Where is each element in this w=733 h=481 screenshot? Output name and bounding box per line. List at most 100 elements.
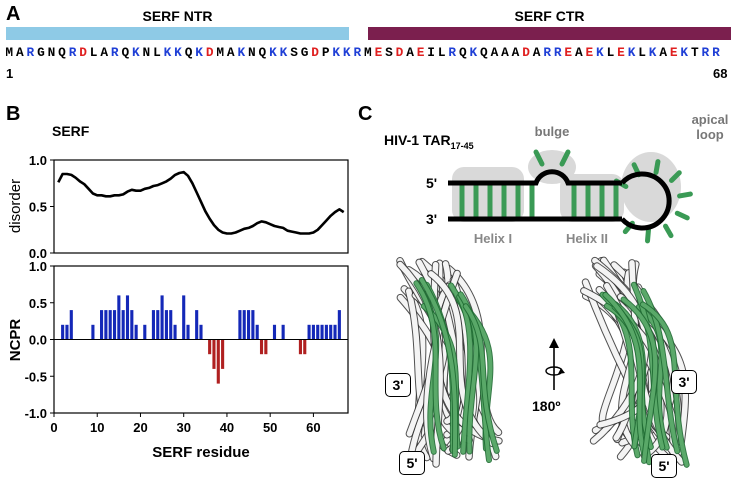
ncpr-bar [134,324,138,340]
panel-b-letter: B [6,103,21,125]
panel-c-letter: C [358,103,373,125]
sequence-residue: Q [121,45,130,60]
ncpr-bar [108,310,112,340]
sequence-residue: G [300,45,309,60]
sequence-residue: Q [258,45,267,60]
ntr-label: SERF NTR [142,8,213,24]
sequence-residue: E [564,45,573,60]
disorder-chart: 0.0 0.5 1.0 disorder [7,153,349,261]
sequence-residue: D [311,45,319,60]
tar-secondary-structure: HIV-1 TAR17-45 5' 3' bulge apical loop H… [384,112,729,246]
ncpr-ytick-label: -0.5 [25,369,47,384]
sequence-residue: E [374,45,383,60]
ncpr-xlabel: SERF residue [152,444,250,461]
sequence-residue: D [395,45,404,60]
ncpr-bar [143,324,147,340]
sequence-residue: P [321,45,330,60]
sequence-residue: K [627,45,636,60]
tar-top-strand [448,169,622,186]
three-prime-label: 3' [426,211,437,227]
ncpr-bar [186,324,190,340]
ncpr-bar [121,310,125,340]
ncpr-ytick-label: 1.0 [29,259,47,274]
sequence-residue: L [437,45,446,60]
ncpr-xtick-label: 0 [50,420,57,435]
sequence-residue: Q [458,45,467,60]
ncpr-xtick-label: 40 [220,420,234,435]
apical-loop-label-line1: apical [692,112,729,127]
disorder-ylabel: disorder [7,179,24,233]
sequence-residue: E [416,45,425,60]
ncpr-xtick-label: 60 [306,420,320,435]
sequence-start-number: 1 [6,66,14,81]
sequence-residue: K [195,45,203,60]
sequence-residue: M [5,45,14,60]
sequence-residue: E [669,45,678,60]
ncpr-bar [264,339,268,355]
sequence-residue: N [47,45,56,60]
sequence-residue: Q [480,45,488,60]
tar-apical-loop [620,171,672,231]
ncpr-bar [199,324,203,340]
sequence-residue: A [406,45,414,60]
ncpr-bar [242,310,246,340]
ncpr-bar [125,295,130,340]
sequence-residue: A [490,45,499,60]
disorder-plot-frame [53,159,349,254]
sequence-residue: R [543,45,551,60]
apical-loop-nucleotide [653,159,661,175]
tar-ensemble-left [396,256,503,468]
structure-left-3prime-label: 3' [385,373,411,397]
ncpr-bar [117,295,121,340]
sequence-residue: G [37,45,45,60]
sequence-residue: K [469,45,478,60]
ensemble-helix [414,281,446,451]
ncpr-bar [316,324,320,340]
ncpr-bar [307,324,311,340]
disorder-ytick-label: 0.0 [29,246,47,261]
five-prime-label: 5' [426,175,437,191]
ncpr-bar [151,310,155,340]
sequence-residue: R [701,45,710,60]
ctr-bar [368,27,731,40]
apical-loop-nucleotide [674,210,690,221]
ncpr-bar [329,324,333,340]
sequence-residue: D [522,45,530,60]
ensemble-helix [419,278,458,457]
ctr-label: SERF CTR [514,8,585,24]
ncpr-bar [104,310,108,340]
ncpr-bar [169,310,173,340]
ncpr-bar [216,339,220,384]
ensemble-ribbon [428,271,496,447]
sequence-residue: D [79,45,87,60]
ncpr-bar [324,324,328,340]
sequence-residue: K [596,45,604,60]
ncpr-bar [160,295,164,340]
panel-a-letter: A [6,3,21,25]
sequence-end-number: 68 [713,66,728,81]
ncpr-bar [337,310,341,340]
sequence-residue: R [26,45,35,60]
ncpr-bar [182,295,186,340]
sequence-residue: S [290,45,298,60]
ncpr-bar [303,339,307,355]
sequence-residue: A [532,45,541,60]
ncpr-bar [61,324,65,340]
ncpr-ytick-label: -1.0 [25,406,47,421]
ensemble-helix [636,304,669,450]
ntr-bar [6,27,349,40]
sequence-residue: R [353,45,362,60]
ncpr-ytick-label: 0.5 [29,296,47,311]
sequence-residue: L [606,45,615,60]
sequence-residue: A [574,45,583,60]
ensemble-helix [457,294,473,454]
sequence-residue: A [659,45,668,60]
tar-title: HIV-1 TAR17-45 [384,132,474,151]
helix2-label: Helix II [566,231,608,246]
sequence-residue: R [448,45,457,60]
sequence-residue: R [553,45,562,60]
ncpr-xtick-label: 20 [133,420,147,435]
ncpr-bar [208,339,212,355]
sequence-residue: K [174,45,182,60]
sequence-residue: E [617,45,625,60]
